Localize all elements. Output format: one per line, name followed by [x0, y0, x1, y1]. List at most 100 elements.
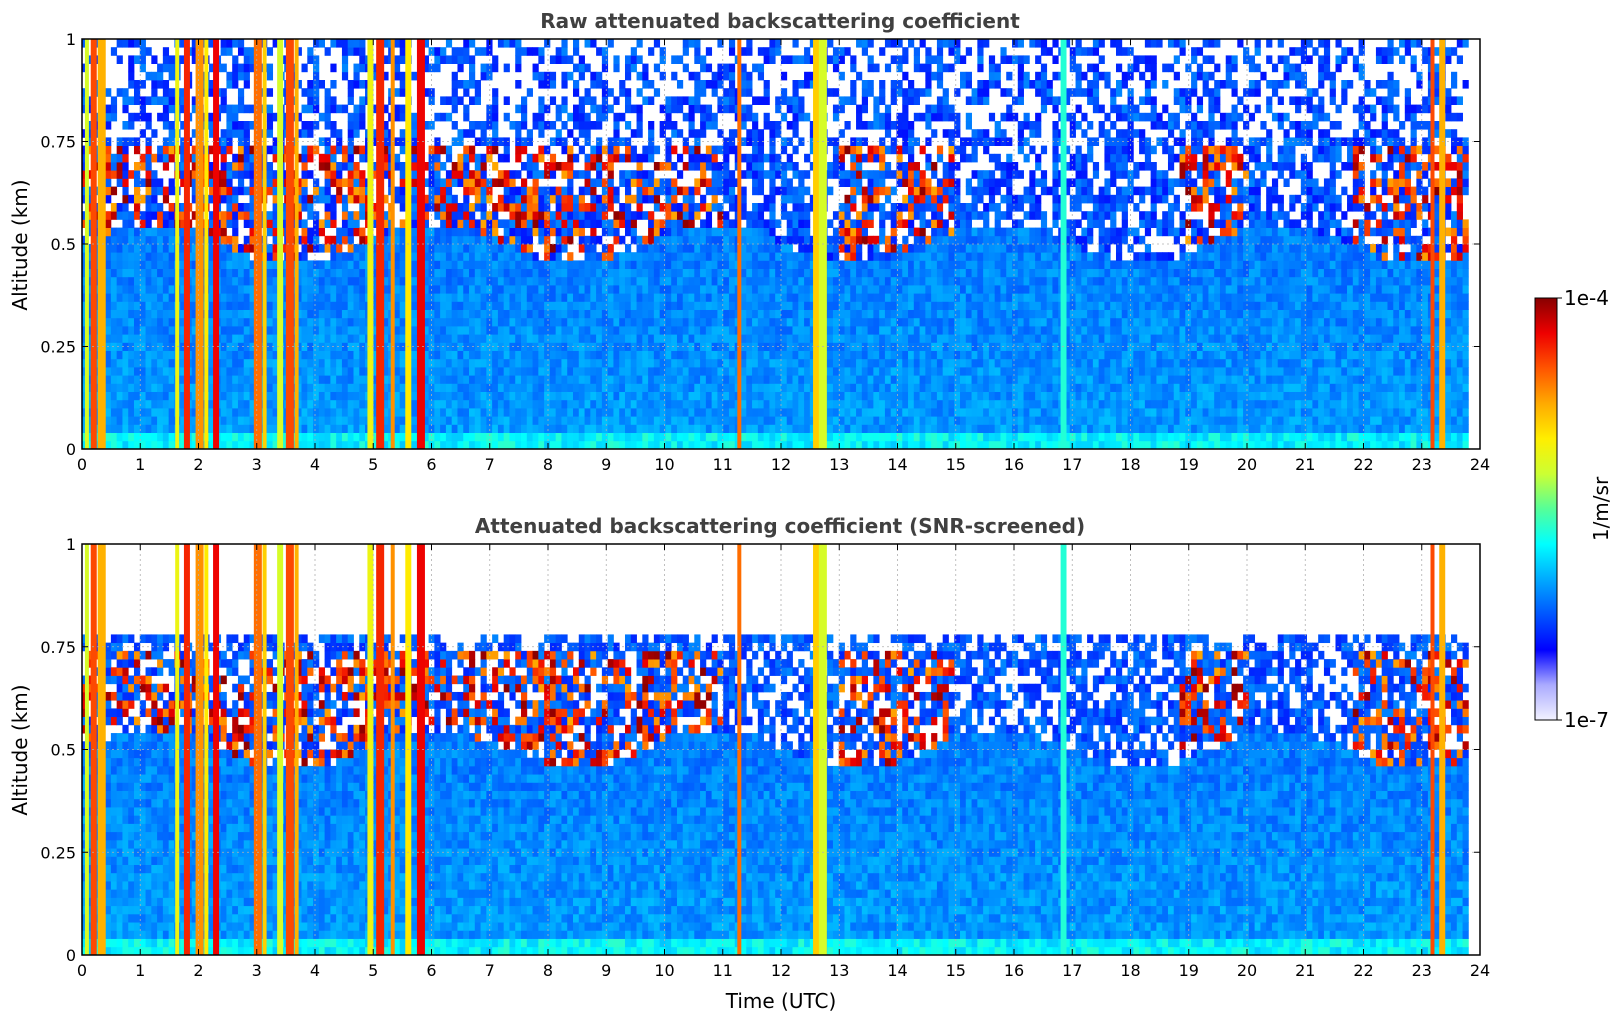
heatmap-cell	[330, 276, 337, 286]
heatmap-cell	[549, 375, 557, 384]
heatmap-cell	[330, 235, 337, 245]
heatmap-cell	[180, 301, 187, 310]
heatmap-cell	[503, 301, 510, 310]
heatmap-cell	[596, 416, 603, 425]
heatmap-cell	[237, 63, 245, 73]
heatmap-cell	[780, 375, 788, 384]
heatmap-cell	[347, 342, 354, 351]
heatmap-cell	[191, 301, 198, 310]
heatmap-cell	[359, 350, 366, 360]
heatmap-cell	[434, 47, 441, 56]
heatmap-cell	[232, 408, 239, 417]
heatmap-cell	[544, 145, 551, 155]
heatmap-cell	[538, 358, 545, 368]
heatmap-cell	[590, 186, 597, 196]
heatmap-cell	[469, 317, 476, 327]
heatmap-cell	[509, 391, 516, 401]
heatmap-cell	[157, 145, 164, 155]
heatmap-cell	[642, 153, 649, 163]
heatmap-cell	[665, 440, 672, 449]
heatmap-cell	[521, 235, 528, 245]
heatmap-cell	[775, 276, 782, 286]
heatmap-cell	[682, 293, 689, 302]
heatmap-cell	[226, 334, 233, 343]
heatmap-cell	[549, 276, 557, 286]
heatmap-cell	[757, 186, 765, 196]
heatmap-cell	[301, 63, 308, 73]
heatmap-cell	[191, 424, 198, 433]
heatmap-cell	[428, 276, 435, 286]
heatmap-cell	[746, 153, 753, 163]
heatmap-cell	[700, 121, 707, 130]
heatmap-cell	[521, 440, 528, 449]
heatmap-cell	[445, 235, 453, 245]
heatmap-cell	[157, 211, 164, 220]
heatmap-cell	[139, 47, 146, 56]
heatmap-cell	[382, 391, 389, 401]
heatmap-cell	[463, 367, 470, 376]
heatmap-cell	[763, 399, 770, 409]
heatmap-cell	[359, 358, 366, 368]
heatmap-cell	[682, 63, 689, 73]
heatmap-cell	[347, 326, 354, 335]
heatmap-cell	[567, 268, 574, 278]
heatmap-cell	[341, 39, 349, 48]
heatmap-cell	[168, 219, 175, 228]
heatmap-cell	[636, 260, 643, 269]
heatmap-cell	[711, 276, 718, 286]
heatmap-cell	[717, 317, 724, 327]
heatmap-cell	[116, 235, 123, 245]
heatmap-cell	[399, 399, 406, 409]
heatmap-cell	[728, 80, 736, 89]
heatmap-cell	[307, 285, 314, 294]
heatmap-cell	[480, 260, 487, 269]
heatmap-cell	[636, 383, 643, 392]
heatmap-cell	[168, 137, 175, 146]
heatmap-cell	[596, 203, 603, 212]
heatmap-cell	[596, 326, 603, 335]
heatmap-cell	[486, 317, 493, 327]
heatmap-cell	[682, 342, 689, 351]
heatmap-cell	[474, 326, 481, 335]
heatmap-cell	[445, 440, 453, 449]
heatmap-cell	[596, 153, 603, 163]
heatmap-cell	[145, 252, 152, 261]
heatmap-cell	[746, 342, 753, 351]
heatmap-cell	[226, 178, 233, 187]
heatmap-cell	[752, 342, 759, 351]
heatmap-cell	[728, 268, 736, 278]
heatmap-cell	[451, 104, 458, 114]
heatmap-cell	[399, 416, 406, 425]
heatmap-cell	[515, 301, 522, 310]
heatmap-cell	[359, 326, 366, 335]
heatmap-cell	[428, 88, 435, 97]
heatmap-cell	[232, 219, 239, 228]
heatmap-cell	[295, 350, 302, 360]
heatmap-cell	[544, 71, 551, 81]
heatmap-cell	[411, 309, 418, 319]
heatmap-cell	[497, 260, 505, 269]
heatmap-cell	[676, 227, 684, 237]
heatmap-cell	[526, 194, 533, 204]
heatmap-cell	[393, 63, 401, 73]
heatmap-cell	[573, 301, 580, 310]
heatmap-cell	[313, 55, 320, 64]
heatmap-cell	[590, 293, 597, 302]
heatmap-cell	[740, 317, 747, 327]
heatmap-cell	[682, 268, 689, 278]
heatmap-cell	[659, 129, 666, 138]
heatmap-cell	[440, 375, 447, 384]
heatmap-cell	[457, 252, 464, 261]
heatmap-cell	[503, 186, 510, 196]
heatmap-cell	[151, 244, 158, 253]
heatmap-cell	[451, 416, 458, 425]
heatmap-cell	[232, 252, 239, 261]
heatmap-cell	[116, 334, 123, 343]
heatmap-cell	[538, 260, 545, 269]
heatmap-cell	[757, 326, 765, 335]
heatmap-cell	[249, 145, 256, 155]
heatmap-cell	[752, 375, 759, 384]
heatmap-cell	[624, 432, 632, 442]
heatmap-cell	[775, 440, 782, 449]
heatmap-cell	[630, 391, 637, 401]
